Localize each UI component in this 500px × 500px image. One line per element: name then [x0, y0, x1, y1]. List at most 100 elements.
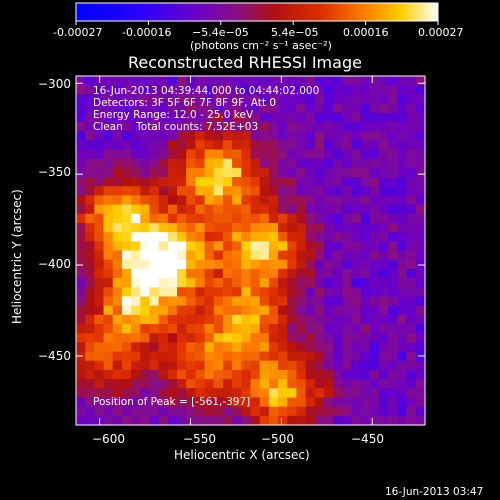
heatmap-cell: [186, 351, 196, 362]
heatmap-cell: [379, 278, 389, 288]
heatmap-cell: [314, 287, 325, 298]
heatmap-cell: [305, 241, 316, 252]
heatmap-cell: [222, 351, 233, 362]
heatmap-cell: [167, 149, 178, 160]
heatmap-cell: [342, 131, 353, 141]
heatmap-cell: [259, 314, 270, 325]
heatmap-cell: [76, 379, 86, 389]
heatmap-cell: [158, 388, 169, 399]
heatmap-cell: [121, 342, 132, 353]
heatmap-cell: [204, 323, 215, 334]
heatmap-cell: [388, 323, 399, 334]
heatmap-cell: [415, 195, 425, 206]
heatmap-cell: [296, 323, 307, 334]
heatmap-cell: [167, 379, 178, 389]
heatmap-cell: [388, 222, 399, 233]
heatmap-cell: [140, 323, 151, 334]
heatmap-cell: [305, 103, 316, 114]
heatmap-cell: [406, 76, 417, 86]
heatmap-cell: [167, 397, 178, 408]
heatmap-cell: [333, 296, 343, 307]
heatmap-cell: [388, 149, 399, 160]
heatmap-cell: [379, 204, 389, 215]
heatmap-cell: [342, 397, 353, 408]
heatmap-cell: [406, 131, 417, 141]
heatmap-cell: [241, 94, 252, 105]
heatmap-cell: [204, 296, 215, 307]
heatmap-cell: [167, 415, 178, 425]
heatmap-cell: [158, 379, 169, 389]
heatmap-cell: [342, 76, 353, 86]
heatmap-cell: [287, 360, 298, 371]
heatmap-cell: [186, 131, 196, 141]
heatmap-cell: [314, 186, 325, 196]
heatmap-cell: [222, 278, 233, 288]
heatmap-cell: [314, 204, 325, 215]
heatmap-cell: [195, 85, 206, 95]
heatmap-cell: [177, 406, 187, 417]
heatmap-cell: [342, 278, 353, 288]
heatmap-cell: [186, 232, 196, 242]
heatmap-cell: [158, 167, 169, 178]
heatmap-cell: [177, 149, 187, 160]
heatmap-cell: [397, 112, 408, 123]
heatmap-cell: [342, 388, 353, 399]
heatmap-cell: [369, 333, 380, 343]
heatmap-cell: [296, 94, 307, 105]
heatmap-cell: [241, 342, 252, 353]
heatmap-cell: [259, 94, 270, 105]
heatmap-cell: [397, 94, 408, 105]
heatmap-cell: [379, 76, 389, 86]
heatmap-cell: [397, 415, 408, 425]
heatmap-cell: [388, 415, 399, 425]
heatmap-cell: [342, 186, 353, 196]
heatmap-cell: [232, 296, 242, 307]
heatmap-cell: [94, 333, 105, 343]
heatmap-cell: [195, 241, 206, 252]
heatmap-cell: [204, 268, 215, 279]
heatmap-cell: [213, 241, 224, 252]
heatmap-cell: [103, 333, 114, 343]
heatmap-cell: [241, 268, 252, 279]
heatmap-cell: [149, 222, 160, 233]
heatmap-cell: [287, 268, 298, 279]
heatmap-cell: [167, 351, 178, 362]
heatmap-cell: [241, 314, 252, 325]
heatmap-cell: [222, 360, 233, 371]
heatmap-cell: [232, 131, 242, 141]
heatmap-cell: [103, 94, 114, 105]
heatmap-cell: [232, 121, 242, 132]
heatmap-cell: [388, 213, 399, 224]
heatmap-cell: [287, 241, 298, 252]
heatmap-cell: [287, 94, 298, 105]
heatmap-cell: [232, 268, 242, 279]
heatmap-cell: [250, 186, 261, 196]
heatmap-cell: [296, 388, 307, 399]
heatmap-cell: [195, 131, 206, 141]
heatmap-cell: [296, 103, 307, 114]
heatmap-cell: [351, 186, 362, 196]
heatmap-cell: [76, 388, 86, 399]
x-tick-label: −500: [261, 432, 294, 446]
heatmap-cell: [415, 268, 425, 279]
heatmap-cell: [167, 76, 178, 86]
heatmap-cell: [415, 222, 425, 233]
heatmap-cell: [121, 232, 132, 242]
heatmap-cell: [103, 305, 114, 316]
heatmap-cell: [250, 397, 261, 408]
heatmap-cell: [351, 103, 362, 114]
heatmap-cell: [268, 76, 279, 86]
counts-annotation: Clean Total counts: 7.52E+03: [93, 121, 259, 133]
heatmap-cell: [140, 167, 151, 178]
heatmap-cell: [222, 379, 233, 389]
heatmap-cell: [342, 305, 353, 316]
heatmap-cell: [213, 140, 224, 151]
heatmap-cell: [314, 397, 325, 408]
heatmap-cell: [369, 296, 380, 307]
heatmap-cell: [112, 241, 123, 252]
heatmap-cell: [287, 131, 298, 141]
heatmap-cell: [85, 85, 95, 95]
heatmap-cell: [85, 222, 95, 233]
heatmap-cell: [112, 333, 123, 343]
heatmap-cell: [250, 305, 261, 316]
